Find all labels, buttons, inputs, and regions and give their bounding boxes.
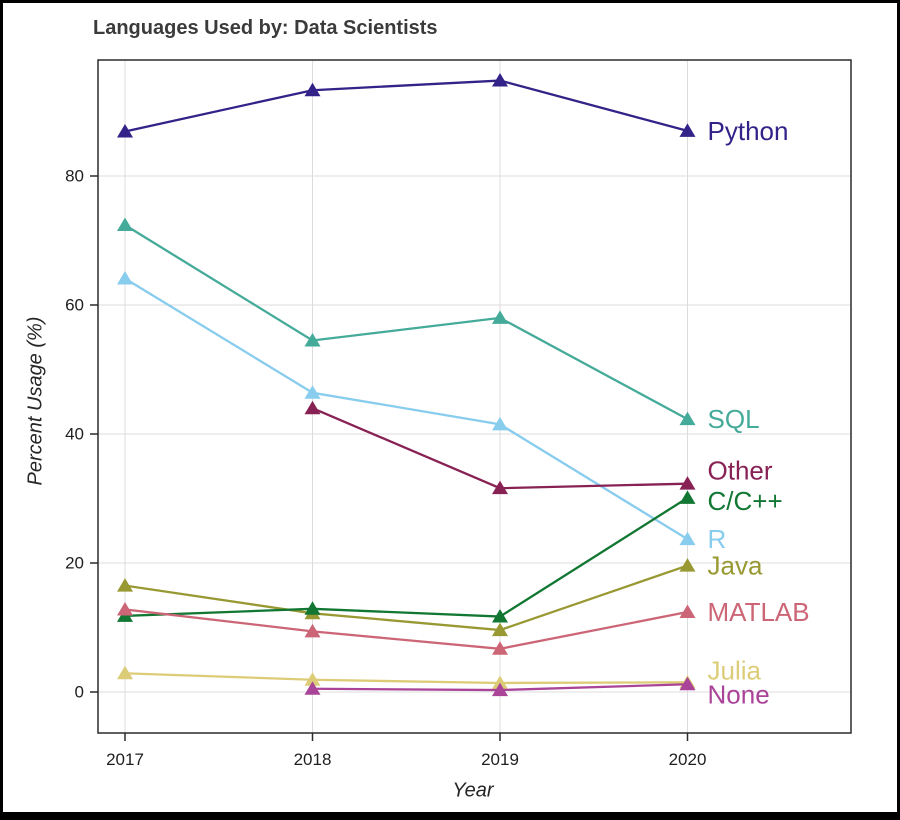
series-label-java: Java — [708, 551, 763, 581]
series-label-sql: SQL — [708, 404, 760, 434]
x-tick-label: 2020 — [669, 750, 707, 769]
series-marker-other — [304, 400, 321, 415]
series-label-matlab: MATLAB — [708, 597, 810, 627]
series-marker-sql — [492, 310, 508, 324]
series-line-r — [124, 277, 689, 541]
y-tick-label: 0 — [75, 683, 84, 702]
series-marker-python — [492, 73, 508, 87]
series-marker-c-c — [679, 490, 696, 504]
series-marker-python — [679, 123, 696, 137]
y-tick-label: 60 — [65, 296, 84, 315]
series-label-r: R — [708, 524, 727, 554]
series-marker-java — [492, 622, 508, 637]
series-marker-r — [492, 416, 508, 431]
y-tick-label: 40 — [65, 425, 84, 444]
series-label-none: None — [708, 679, 770, 709]
series-label-julia: Julia — [708, 655, 762, 685]
series-marker-matlab — [679, 604, 696, 619]
series-label-c-c: C/C++ — [708, 486, 783, 516]
series-marker-r — [304, 385, 321, 399]
series-marker-none — [492, 682, 508, 697]
series-marker-java — [117, 578, 133, 592]
series-marker-julia — [304, 672, 321, 686]
series-marker-none — [679, 676, 696, 691]
series-marker-python — [117, 123, 133, 138]
series-marker-matlab — [492, 641, 508, 655]
series-marker-matlab — [117, 601, 133, 616]
series-marker-r — [117, 271, 133, 285]
line-chart: 0 20 40 60 80 2017 2018 2019 2020 SQL R Other Java C/… — [65, 59, 852, 769]
series-marker-sql — [304, 332, 321, 347]
series-marker-sql — [679, 411, 696, 426]
series-label-python: Python — [708, 116, 789, 146]
chart-title: Languages Used by: Data Scientists — [93, 17, 438, 39]
series-marker-julia — [492, 675, 508, 689]
x-tick-label: 2019 — [481, 750, 519, 769]
series-line-java — [124, 564, 688, 632]
y-tick-label: 20 — [65, 554, 84, 573]
series-label-other: Other — [708, 456, 773, 486]
series-marker-other — [679, 476, 696, 490]
series-marker-other — [492, 480, 508, 495]
x-axis-label: Year — [452, 779, 494, 802]
series-marker-sql — [117, 217, 133, 232]
x-tick-label: 2018 — [294, 750, 332, 769]
series-line-matlab — [124, 608, 688, 650]
series-marker-none — [304, 681, 321, 695]
series-line-c-c — [124, 496, 689, 618]
plot-frame — [97, 59, 852, 734]
series-marker-r — [679, 531, 696, 546]
series-line-julia — [124, 672, 688, 685]
series-marker-matlab — [304, 623, 321, 638]
series-marker-c-c — [304, 601, 321, 615]
series-marker-python — [304, 82, 321, 97]
series-marker-c-c — [492, 609, 508, 623]
x-tick-label: 2017 — [106, 750, 144, 769]
series-marker-julia — [117, 665, 133, 680]
series-marker-java — [679, 558, 696, 572]
series-line-sql — [124, 224, 689, 421]
y-tick-label: 80 — [65, 167, 84, 186]
series-line-python — [124, 79, 688, 133]
